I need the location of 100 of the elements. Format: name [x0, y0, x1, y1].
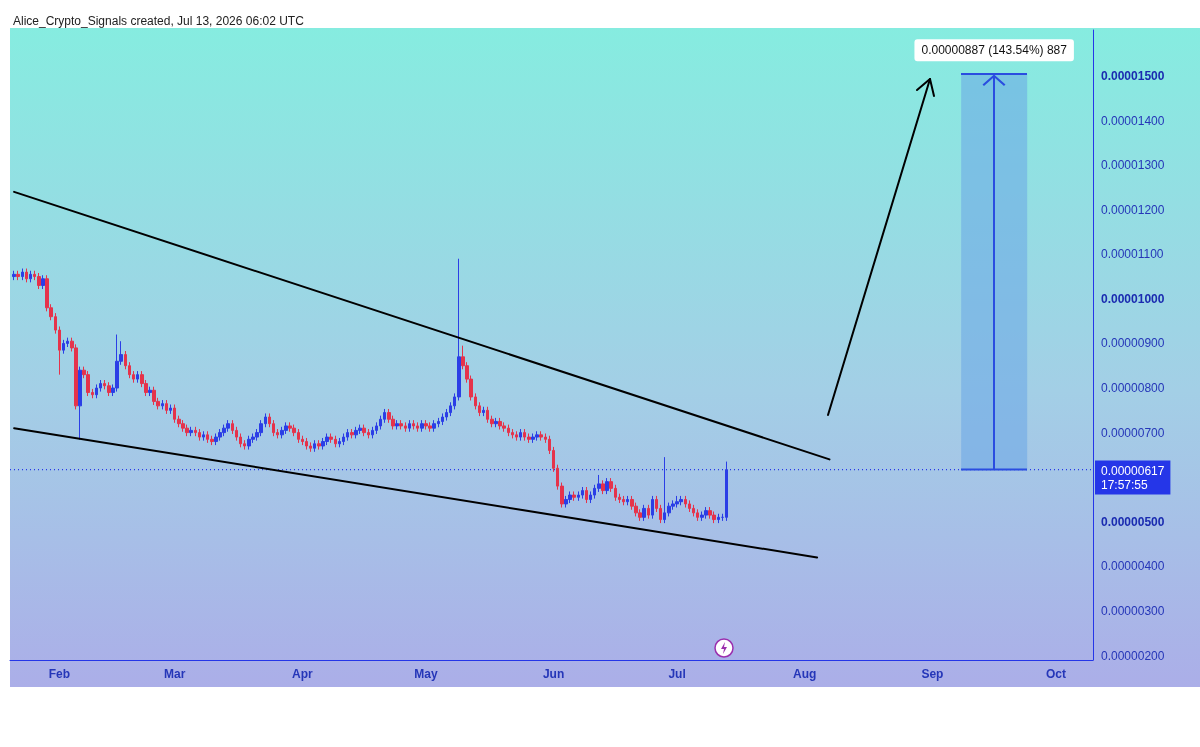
candlestick	[16, 270, 20, 281]
candlestick	[700, 511, 704, 522]
candlestick	[395, 419, 399, 430]
candlestick	[725, 461, 728, 522]
x-tick-label: Jul	[668, 667, 686, 681]
candlestick	[107, 381, 111, 397]
x-tick-label: Mar	[164, 667, 186, 681]
candlestick	[95, 383, 98, 399]
candlestick	[329, 433, 333, 444]
candlestick	[651, 495, 654, 520]
candlestick	[284, 421, 288, 435]
candlestick	[309, 441, 312, 453]
x-tick-label: Oct	[1045, 667, 1066, 681]
candlestick	[704, 506, 708, 520]
candlestick	[218, 428, 222, 442]
candlestick	[519, 428, 522, 442]
y-tick-label: 0.00000400	[1101, 559, 1165, 574]
candlestick	[280, 426, 284, 439]
x-tick-label: Sep	[921, 667, 944, 681]
candlestick	[12, 270, 16, 281]
candlestick	[568, 490, 572, 504]
candlestick	[539, 430, 543, 442]
candlestick	[647, 504, 650, 520]
candlestick	[408, 419, 411, 433]
x-tick-label: Aug	[793, 667, 817, 681]
candlestick	[416, 421, 419, 433]
candlestick	[222, 424, 226, 437]
annotation: 0.00000887 (143.54%) 887	[921, 43, 1068, 58]
candlestick	[605, 477, 609, 495]
y-tick-label: 0.00000900	[1101, 336, 1165, 351]
candlestick	[412, 419, 415, 430]
candlestick	[511, 428, 514, 439]
candlestick	[189, 426, 193, 437]
candlestick	[428, 421, 432, 433]
candlestick	[37, 272, 41, 290]
candlestick	[601, 479, 605, 495]
x-tick-label: May	[414, 667, 438, 681]
candlestick	[25, 268, 28, 283]
x-tick-label: Apr	[292, 667, 314, 681]
candlestick	[214, 433, 218, 446]
candlestick	[712, 511, 716, 524]
candlestick	[688, 499, 691, 513]
y-tick-label: 0.00001200	[1101, 202, 1165, 217]
candlestick	[317, 439, 321, 451]
candlestick	[420, 419, 424, 433]
candlestick	[708, 506, 712, 520]
candlestick	[354, 426, 358, 439]
candlestick	[515, 430, 518, 442]
candlestick	[482, 406, 485, 417]
x-tick-label: Feb	[48, 667, 71, 681]
candlestick	[577, 490, 580, 502]
candlestick	[371, 426, 374, 439]
candlestick	[115, 334, 119, 393]
x-tick-label: Jun	[542, 667, 565, 681]
y-tick-label: 0.00001400	[1101, 113, 1165, 128]
candlestick	[78, 366, 82, 441]
candlestick	[169, 404, 172, 415]
candlestick	[161, 399, 164, 410]
candlestick	[502, 421, 506, 433]
candlestick	[325, 433, 329, 446]
candlestick	[342, 433, 345, 446]
candlestick	[21, 268, 24, 281]
candlestick	[350, 428, 354, 439]
candlestick	[581, 486, 584, 500]
y-tick-label: 0.00001300	[1101, 158, 1165, 173]
candlestick	[399, 419, 403, 430]
candlestick	[247, 435, 251, 451]
candlestick	[527, 433, 531, 444]
candlestick	[696, 508, 699, 522]
candlestick	[62, 339, 65, 355]
candlestick	[498, 417, 502, 430]
candlestick	[432, 419, 436, 433]
candlestick	[572, 490, 576, 502]
candlestick	[358, 424, 362, 435]
candlestick	[165, 399, 168, 415]
candlestick	[494, 417, 498, 428]
candlestick	[41, 274, 45, 290]
candlestick	[210, 435, 214, 446]
candlestick	[626, 495, 629, 506]
candlestick	[313, 439, 316, 453]
chart-title: Alice_Crypto_Signals created, Jul 13, 2026 06:02 UTC	[13, 14, 305, 28]
candlestick	[198, 428, 201, 442]
candlestick	[321, 437, 325, 451]
candlestick	[441, 412, 444, 426]
candlestick	[185, 424, 189, 437]
y-tick-label: 0.00001500	[1101, 68, 1165, 83]
candlestick	[338, 437, 341, 448]
candlestick	[622, 495, 625, 506]
candlestick	[181, 419, 185, 433]
y-tick-label: 0.00000700	[1101, 425, 1165, 440]
candlestick	[305, 437, 308, 451]
candlestick	[136, 370, 139, 384]
candlestick	[585, 486, 588, 504]
y-tick-label: 0.00001100	[1101, 247, 1164, 262]
candlestick	[679, 495, 683, 506]
candlestick	[194, 426, 197, 437]
candlestick	[202, 430, 205, 442]
candlestick	[152, 386, 156, 406]
y-tick-label: 0.00001000	[1101, 291, 1165, 306]
y-tick-label: 0.00000300	[1101, 603, 1165, 618]
